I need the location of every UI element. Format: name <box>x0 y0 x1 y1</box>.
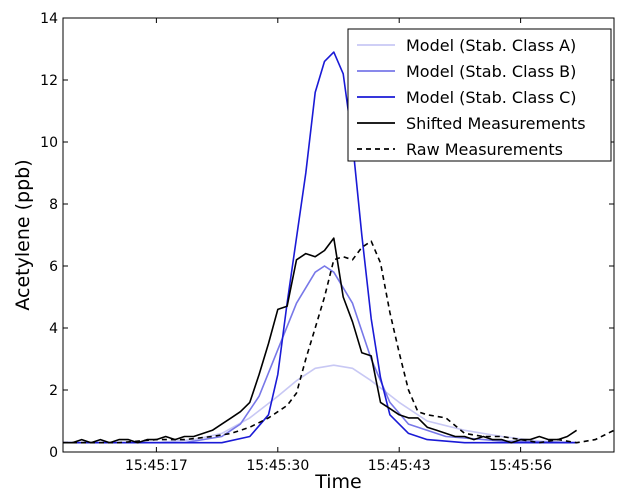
y-tick-label: 4 <box>49 321 58 337</box>
series-line-1 <box>63 364 577 444</box>
ticks-layer: 0 2 4 6 8 10 12 14 15:45:17 15:45:30 15:45:43 15:45… <box>40 11 614 474</box>
y-tick-label: 6 <box>49 259 58 275</box>
legend-label-2: Model (Stab. Class B) <box>406 62 576 81</box>
x-axis-title: Time <box>314 471 362 493</box>
y-tick-label: 14 <box>40 11 58 27</box>
y-tick-label: 0 <box>49 445 58 461</box>
y-tick-label: 12 <box>40 73 58 89</box>
series-layer <box>63 51 615 444</box>
legend-box <box>347 28 612 162</box>
legend-label-3: Model (Stab. Class C) <box>406 88 577 107</box>
x-tick-label: 15:45:30 <box>246 458 309 474</box>
plot-frame <box>62 17 615 453</box>
series-line-2 <box>63 265 577 444</box>
y-tick-label: 2 <box>49 383 58 399</box>
x-tick-label: 15:45:17 <box>125 458 188 474</box>
legend: Model (Stab. Class A) Model (Stab. Class … <box>347 28 612 162</box>
legend-label-1: Model (Stab. Class A) <box>406 36 576 55</box>
x-tick-label: 15:45:43 <box>368 458 431 474</box>
series-line-5 <box>63 240 615 444</box>
y-axis-title: Acetylene (ppb) <box>12 159 34 310</box>
x-tick-label: 15:45:56 <box>489 458 552 474</box>
y-tick-label: 10 <box>40 135 58 151</box>
y-tick-label: 8 <box>49 197 58 213</box>
legend-label-5: Raw Measurements <box>406 140 563 159</box>
series-line-3 <box>63 51 577 444</box>
legend-label-4: Shifted Measurements <box>406 114 586 133</box>
